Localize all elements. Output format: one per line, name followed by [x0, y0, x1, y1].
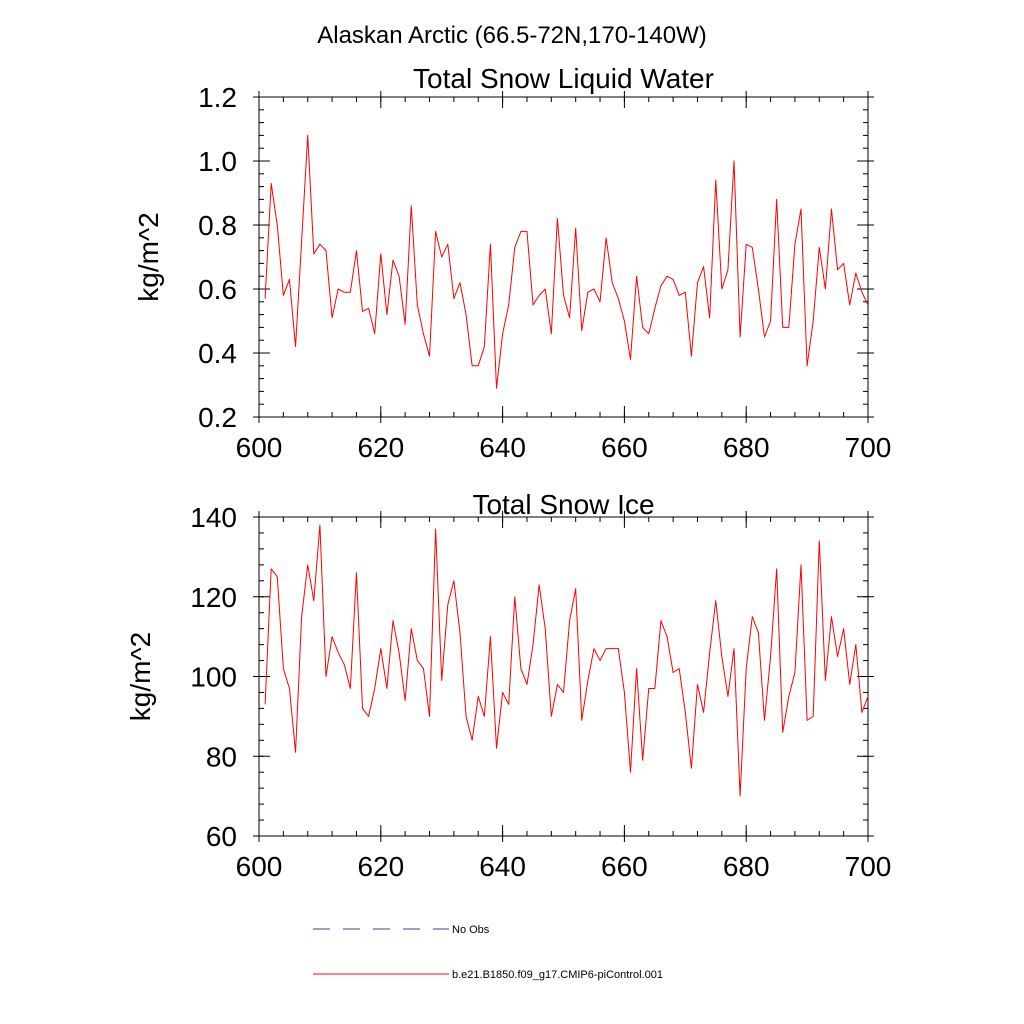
- panel-snow-ice: Total Snow Ice kg/m^2 600 620 640 660 680 700 60…: [125, 489, 891, 882]
- x-tick-label: 600: [236, 432, 283, 463]
- series-line-0: [264, 524, 869, 797]
- plot-frame: [258, 516, 869, 837]
- x-tick-label: 680: [723, 851, 770, 882]
- x-tick-label: 700: [845, 432, 892, 463]
- chart-title: Total Snow Liquid Water: [413, 63, 714, 94]
- x-tick-label: 640: [479, 432, 526, 463]
- legend-label: No Obs: [452, 924, 490, 936]
- y-tick-label: 100: [190, 662, 237, 693]
- x-tick-label: 660: [601, 851, 648, 882]
- y-tick-label: 0.6: [198, 274, 237, 305]
- page-title: Alaskan Arctic (66.5-72N,170-140W): [317, 22, 707, 49]
- x-tick-label: 600: [236, 851, 283, 882]
- x-tick-label: 660: [601, 432, 648, 463]
- plot-frame: [258, 96, 869, 418]
- series-line-0: [264, 134, 869, 389]
- y-tick-label: 60: [206, 821, 237, 852]
- legend-label: b.e21.B1850.f09_g17.CMIP6-piControl.001: [452, 969, 663, 981]
- y-tick-label: 80: [206, 741, 237, 772]
- x-tick-label: 680: [723, 432, 770, 463]
- x-tick-label: 640: [479, 851, 526, 882]
- y-tick-label: 0.8: [198, 210, 237, 241]
- x-tick-label: 620: [357, 432, 404, 463]
- y-tick-label: 140: [190, 502, 237, 533]
- legend: No Obs b.e21.B1850.f09_g17.CMIP6-piContro…: [313, 924, 663, 981]
- y-axis-label: kg/m^2: [133, 212, 164, 301]
- x-tick-label: 700: [845, 851, 892, 882]
- chart-title: Total Snow Ice: [472, 489, 654, 520]
- y-tick-label: 1.2: [198, 82, 237, 113]
- y-tick-label: 0.4: [198, 338, 237, 369]
- y-tick-label: 1.0: [198, 146, 237, 177]
- x-tick-label: 620: [357, 851, 404, 882]
- y-tick-label: 120: [190, 582, 237, 613]
- panel-snow-liquid-water: Total Snow Liquid Water kg/m^2 600 620 640 66…: [133, 63, 891, 463]
- y-axis-label: kg/m^2: [125, 632, 156, 721]
- y-tick-label: 0.2: [198, 402, 237, 433]
